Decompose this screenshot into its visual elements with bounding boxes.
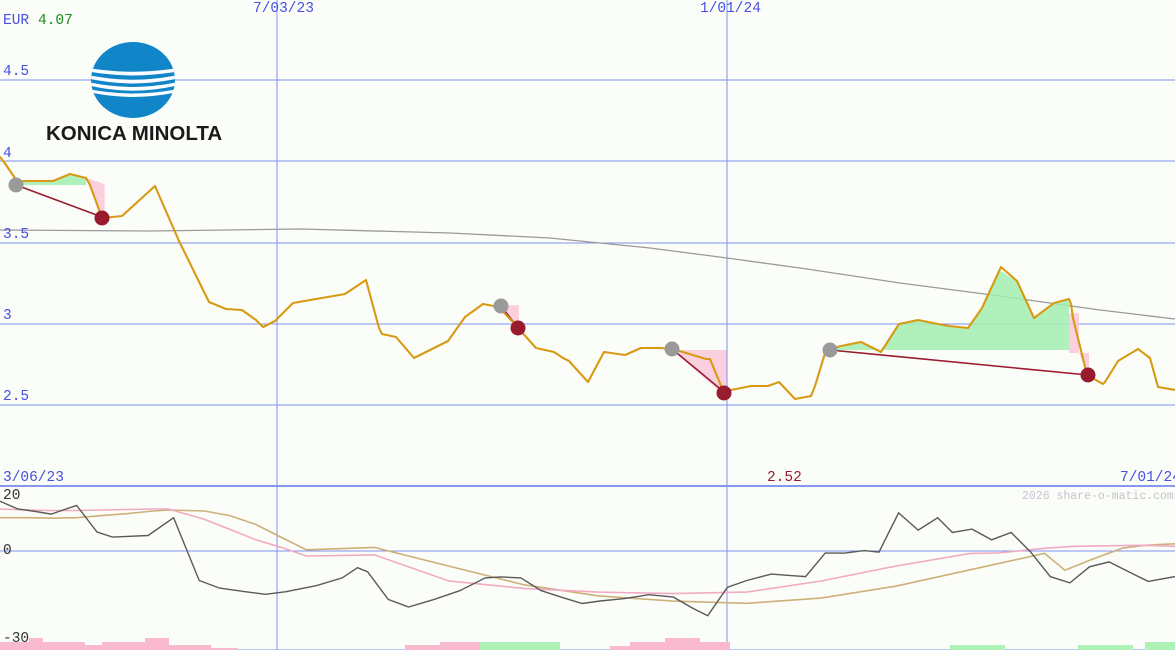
svg-text:3: 3 <box>3 308 12 324</box>
svg-text:EUR: EUR <box>3 13 29 29</box>
svg-text:7/03/23: 7/03/23 <box>253 1 314 17</box>
svg-text:3/06/23: 3/06/23 <box>3 470 64 486</box>
svg-text:4: 4 <box>3 146 12 162</box>
svg-text:4.07: 4.07 <box>38 13 73 29</box>
svg-text:KONICA MINOLTA: KONICA MINOLTA <box>46 122 222 145</box>
svg-text:-30: -30 <box>3 631 29 647</box>
svg-text:2026 share-o-matic.com: 2026 share-o-matic.com <box>1022 490 1174 503</box>
svg-text:7/01/24: 7/01/24 <box>1120 470 1175 486</box>
svg-text:20: 20 <box>3 488 20 504</box>
svg-text:0: 0 <box>3 543 12 559</box>
svg-text:2.52: 2.52 <box>767 470 802 486</box>
svg-text:2.5: 2.5 <box>3 389 29 405</box>
svg-text:4.5: 4.5 <box>3 64 29 80</box>
svg-text:1/01/24: 1/01/24 <box>700 1 761 17</box>
svg-text:3.5: 3.5 <box>3 227 29 243</box>
